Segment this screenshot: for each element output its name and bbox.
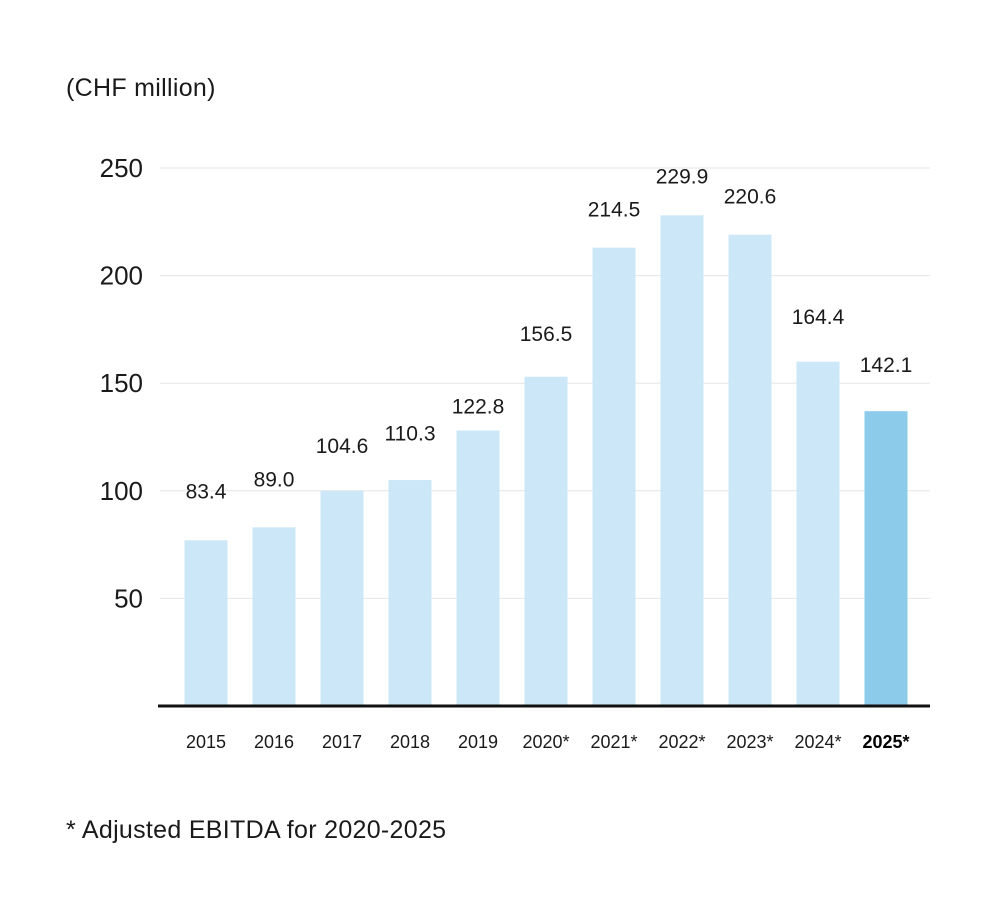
bar: [796, 361, 840, 706]
x-tick-label: 2020*: [522, 732, 569, 752]
x-tick-label: 2019: [458, 732, 498, 752]
unit-label: (CHF million): [66, 74, 216, 102]
value-label: 110.3: [385, 423, 436, 446]
footnote: * Adjusted EBITDA for 2020-2025: [66, 816, 447, 844]
bar: [184, 540, 228, 706]
value-label: 164.4: [792, 306, 845, 329]
x-tick-label: 2018: [390, 732, 430, 752]
value-label: 89.0: [254, 468, 295, 491]
value-labels: 83.4 89.0 104.6 110.3 122.8 156.5 214.5 229.9 22…: [186, 165, 913, 503]
bar: [660, 215, 704, 706]
x-tick-label: 2016: [254, 732, 294, 752]
value-label: 220.6: [724, 185, 777, 208]
bar: [864, 411, 908, 706]
y-tick-label: 100: [100, 476, 143, 506]
bar: [252, 527, 296, 706]
y-tick-label: 50: [114, 583, 143, 613]
value-label: 104.6: [316, 435, 369, 458]
x-tick-label: 2024*: [794, 732, 841, 752]
bar: [320, 490, 364, 706]
x-tick-label: 2022*: [658, 732, 705, 752]
value-label: 156.5: [520, 323, 573, 346]
value-label: 142.1: [860, 354, 913, 377]
bar: [728, 234, 772, 706]
value-label: 122.8: [452, 396, 505, 419]
y-tick-labels: 50 100 150 200 250: [100, 153, 143, 613]
y-tick-label: 250: [100, 153, 143, 183]
bar: [524, 376, 568, 706]
x-tick-label: 2015: [186, 732, 226, 752]
bar: [388, 480, 432, 706]
x-tick-label: 2025*: [862, 732, 909, 752]
x-tick-label: 2017: [322, 732, 362, 752]
x-tick-label: 2023*: [726, 732, 773, 752]
bars: [184, 215, 908, 706]
value-label: 229.9: [656, 165, 709, 188]
y-tick-label: 200: [100, 261, 143, 291]
bar: [592, 247, 636, 706]
bar: [456, 430, 500, 706]
value-label: 214.5: [588, 198, 641, 221]
x-tick-label: 2021*: [590, 732, 637, 752]
y-tick-label: 150: [100, 368, 143, 398]
value-label: 83.4: [186, 481, 227, 504]
x-tick-labels: 2015 2016 2017 2018 2019 2020* 2021* 2022* 2023*…: [186, 732, 910, 752]
